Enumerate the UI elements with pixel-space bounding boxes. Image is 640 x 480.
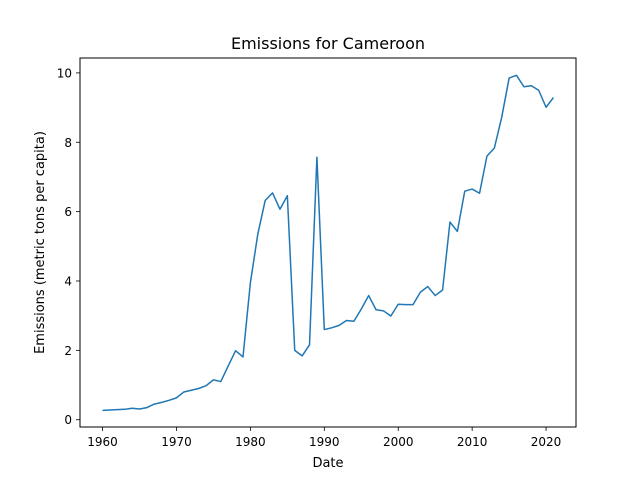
x-tick-label: 2020 (531, 435, 562, 449)
y-tick-label: 6 (64, 205, 72, 219)
x-tick-label: 2000 (383, 435, 414, 449)
x-tick-label: 1960 (87, 435, 118, 449)
y-axis: 0 2 4 6 8 10 (57, 66, 80, 427)
series-line-0 (102, 74, 555, 412)
chart-title: Emissions for Cameroon (231, 34, 425, 53)
x-tick-label: 2010 (457, 435, 488, 449)
y-tick-label: 4 (64, 274, 72, 288)
plot-frame (79, 57, 577, 428)
x-tick-label: 1990 (309, 435, 340, 449)
x-axis-label: Date (312, 456, 343, 471)
y-tick-label: 10 (57, 66, 72, 80)
x-tick-label: 1970 (161, 435, 192, 449)
y-tick-label: 0 (64, 413, 72, 427)
y-tick-label: 8 (64, 136, 72, 150)
x-axis: 1960 1970 1980 1990 2000 2010 2020 (87, 427, 561, 449)
x-tick-label: 1980 (235, 435, 266, 449)
y-tick-label: 2 (64, 344, 72, 358)
y-axis-label: Emissions (metric tons per capita) (33, 131, 48, 354)
